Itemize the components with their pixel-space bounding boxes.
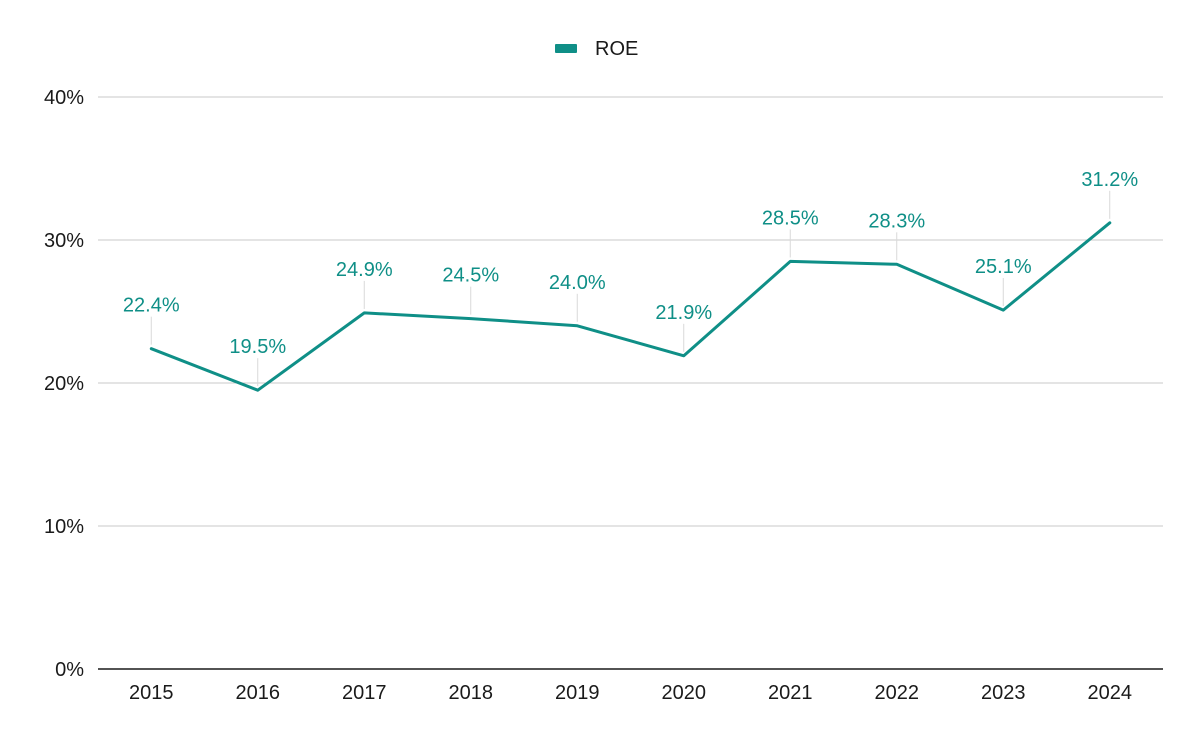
data-label: 24.9% <box>336 259 393 281</box>
data-label: 19.5% <box>229 336 286 358</box>
data-label: 28.5% <box>762 207 819 229</box>
legend: ROE <box>555 38 638 60</box>
data-label: 25.1% <box>975 256 1032 278</box>
x-tick-label: 2021 <box>768 682 813 704</box>
y-axis-tick-labels: 0% 10% 20% 30% 40% <box>44 87 84 681</box>
data-label-leaders <box>150 190 1111 387</box>
x-tick-label: 2022 <box>875 682 920 704</box>
x-tick-label: 2017 <box>342 682 387 704</box>
series-line-roe <box>149 221 1112 392</box>
legend-label-roe: ROE <box>595 38 638 60</box>
x-tick-label: 2023 <box>981 682 1026 704</box>
gridlines <box>98 96 1163 670</box>
x-tick-label: 2018 <box>449 682 494 704</box>
x-tick-label: 2015 <box>129 682 174 704</box>
y-tick-label: 20% <box>44 373 84 395</box>
x-tick-label: 2020 <box>662 682 707 704</box>
data-label: 24.5% <box>442 265 499 287</box>
data-label: 31.2% <box>1081 169 1138 191</box>
series-roe <box>149 221 1112 392</box>
y-tick-label: 0% <box>55 659 84 681</box>
data-label: 24.0% <box>549 272 606 294</box>
data-label: 21.9% <box>655 302 712 324</box>
x-tick-label: 2016 <box>236 682 281 704</box>
data-label: 28.3% <box>868 210 925 232</box>
y-tick-label: 40% <box>44 87 84 109</box>
x-axis-tick-labels: 2015 2016 2017 2018 2019 2020 2021 2022 2023 2024 <box>129 682 1132 704</box>
y-tick-label: 30% <box>44 230 84 252</box>
legend-swatch-roe <box>555 44 577 53</box>
y-tick-label: 10% <box>44 516 84 538</box>
x-tick-label: 2019 <box>555 682 600 704</box>
data-label: 22.4% <box>123 295 180 317</box>
x-tick-label: 2024 <box>1088 682 1133 704</box>
data-labels: 22.4% 19.5% 24.9% 24.5% 24.0% 21.9% 28.5% 28.3%… <box>123 169 1138 358</box>
